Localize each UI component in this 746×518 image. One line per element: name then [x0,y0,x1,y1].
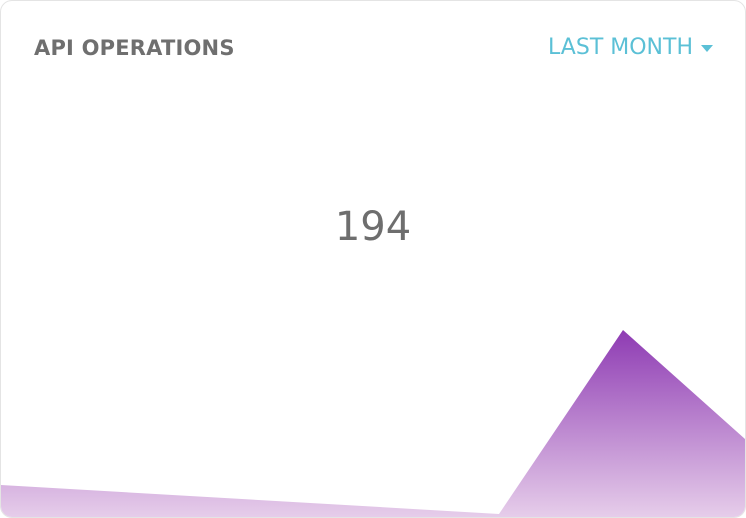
period-dropdown-label: LAST MONTH [548,35,693,60]
sparkline-area [1,330,745,517]
card-title: API OPERATIONS [34,36,235,60]
period-dropdown[interactable]: LAST MONTH [548,35,713,60]
metric-value: 194 [334,204,412,250]
caret-down-icon [701,45,713,52]
